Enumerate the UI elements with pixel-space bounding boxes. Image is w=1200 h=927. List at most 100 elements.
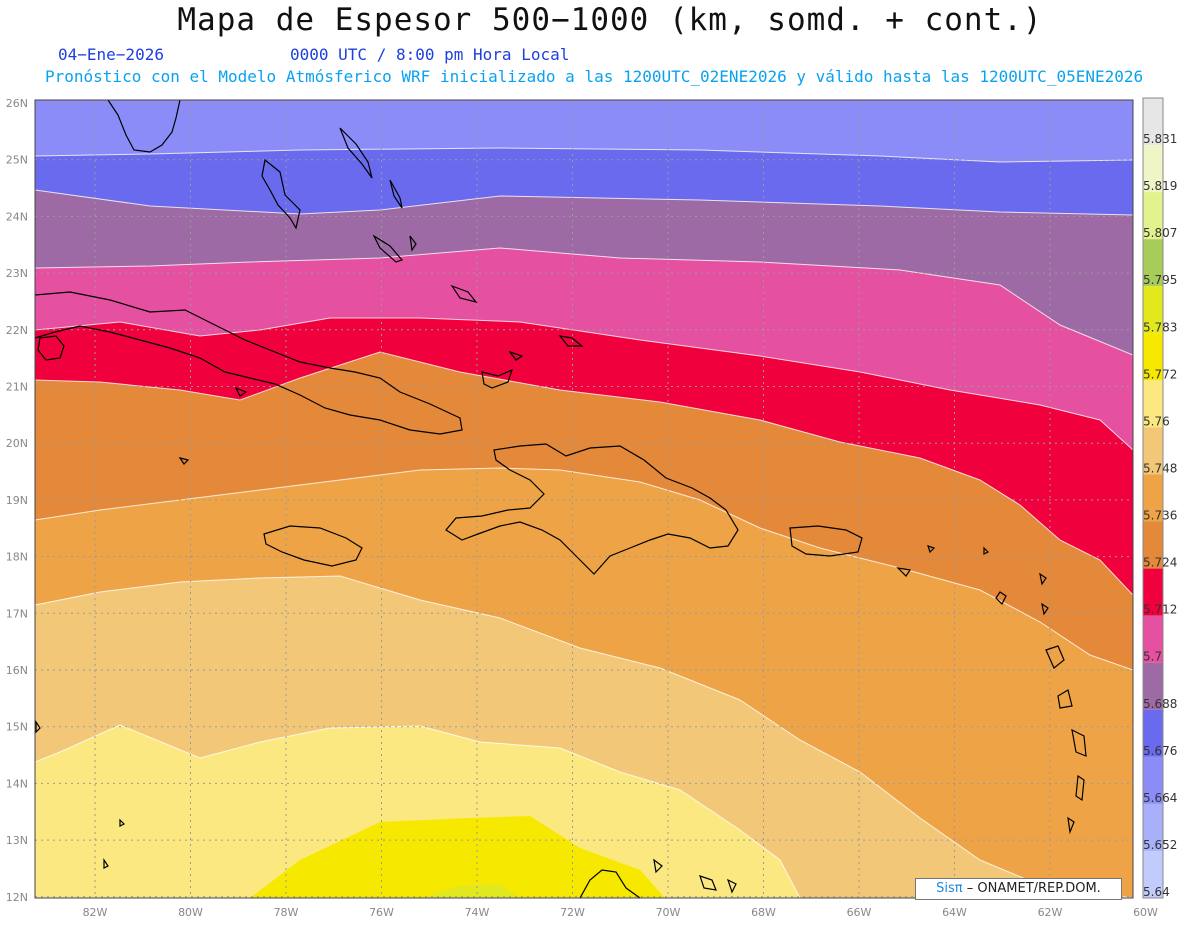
credit-box: Sisπ – ONAMET/REP.DOM. [915, 878, 1122, 900]
lon-label: 60W [1133, 906, 1158, 919]
colorbar-swatch [1143, 568, 1163, 616]
bahamas-islands [558, 335, 584, 347]
colorbar-label: 5.712 [1143, 603, 1177, 617]
colorbar-swatch [1143, 474, 1163, 522]
bahamas-islands [409, 235, 417, 252]
lat-label: 16N [6, 664, 28, 677]
small-islands [178, 350, 524, 465]
colorbar-label: 5.676 [1143, 744, 1177, 758]
lat-label: 21N [6, 381, 28, 394]
colorbar-label: 5.795 [1143, 273, 1177, 287]
colorbar-swatch [1143, 192, 1163, 240]
colorbar-label: 5.76 [1143, 414, 1170, 428]
band-5772 [420, 884, 520, 898]
colorbar-swatch [1143, 380, 1163, 428]
longitude-labels: 82W 80W 78W 76W 74W 72W 70W 68W 66W 64W 62W 60W [83, 906, 1158, 919]
colorbar-swatch [1143, 98, 1163, 146]
lat-label: 26N [6, 97, 28, 110]
thickness-bands [35, 100, 1133, 898]
bahamas-islands [339, 127, 373, 179]
colorbar-swatch [1143, 615, 1163, 663]
colorbar-label: 5.64 [1143, 885, 1170, 899]
lon-label: 82W [83, 906, 108, 919]
lon-label: 64W [942, 906, 967, 919]
colorbar-swatch [1143, 756, 1163, 804]
lesser-antilles [896, 545, 1087, 835]
lat-label: 19N [6, 494, 28, 507]
colorbar-swatch [1143, 286, 1163, 334]
lon-label: 66W [847, 906, 872, 919]
colorbar-label: 5.7 [1143, 650, 1162, 664]
south-america-coast [579, 858, 737, 898]
lat-label: 24N [6, 210, 28, 223]
lat-label: 25N [6, 154, 28, 167]
colorbar-swatch [1143, 521, 1163, 569]
colorbar-swatch [1143, 145, 1163, 193]
colorbar-swatch [1143, 662, 1163, 710]
colorbar-label: 5.688 [1143, 697, 1177, 711]
bahamas-islands [450, 284, 478, 304]
lon-label: 80W [178, 906, 203, 919]
lon-label: 70W [656, 906, 681, 919]
small-islands [35, 720, 126, 869]
colorbar-label: 5.807 [1143, 226, 1177, 240]
lon-label: 74W [465, 906, 490, 919]
coastlines [35, 100, 1087, 898]
colorbar-swatch [1143, 850, 1163, 898]
colorbar-label: 5.831 [1143, 132, 1177, 146]
forecast-time: 0000 UTC / 8:00 pm Hora Local [290, 45, 570, 64]
colorbar-swatch [1143, 239, 1163, 287]
band-5760 [250, 816, 665, 898]
florida-coast [107, 100, 181, 153]
band-5652 [35, 100, 1133, 162]
colorbar-label: 5.748 [1143, 461, 1177, 475]
lat-label: 22N [6, 324, 28, 337]
lat-label: 23N [6, 267, 28, 280]
colorbar-swatch [1143, 427, 1163, 475]
lat-label: 20N [6, 437, 28, 450]
band-5664 [35, 148, 1133, 215]
bahamas-islands [261, 158, 301, 230]
colorbar-swatch [1143, 803, 1163, 851]
colorbar-label: 5.652 [1143, 838, 1177, 852]
colorbar-label: 5.772 [1143, 367, 1177, 381]
colorbar-swatch [1143, 333, 1163, 381]
isla-juventud [37, 335, 65, 361]
contour-lines [35, 147, 1133, 898]
lon-label: 68W [751, 906, 776, 919]
band-5676 [35, 190, 1133, 355]
lat-label: 18N [6, 551, 28, 564]
credit-text: – ONAMET/REP.DOM. [966, 881, 1101, 896]
lon-label: 76W [369, 906, 394, 919]
lon-label: 78W [274, 906, 299, 919]
bahamas-islands [389, 179, 403, 209]
colorbar-label: 5.664 [1143, 791, 1177, 805]
map-title: Mapa de Espesor 500−1000 (km, somd. + co… [177, 2, 1043, 38]
bahamas-islands [372, 234, 404, 263]
colorbar-label: 5.819 [1143, 179, 1177, 193]
latitude-labels: 26N 25N 24N 23N 22N 21N 20N 19N 18N 17N 16N 15N 14N 1… [6, 97, 28, 904]
colorbar: 5.831 5.819 5.807 5.795 5.783 5.772 5.76 5.748 5… [1142, 97, 1177, 899]
lon-label: 72W [560, 906, 585, 919]
forecast-date: 04−Ene−2026 [58, 45, 164, 64]
band-5748 [35, 725, 800, 898]
hispaniola-coast [445, 443, 739, 575]
forecast-description: Pronóstico con el Modelo Atmósferico WRF… [45, 67, 1144, 86]
puerto-rico-coast [789, 525, 863, 557]
colorbar-label: 5.783 [1143, 320, 1177, 334]
colorbar-label: 5.724 [1143, 556, 1177, 570]
lon-label: 62W [1038, 906, 1063, 919]
colorbar-frame [1142, 97, 1164, 899]
lat-label: 14N [6, 777, 28, 790]
lat-label: 15N [6, 721, 28, 734]
lat-label: 12N [6, 891, 28, 904]
cuba-coast [35, 291, 463, 435]
colorbar-label: 5.736 [1143, 509, 1177, 523]
map-frame [34, 99, 1134, 899]
band-5700 [35, 318, 1133, 595]
sispi-logo: Sisπ [936, 881, 963, 896]
colorbar-swatch [1143, 709, 1163, 757]
lat-label: 17N [6, 607, 28, 620]
lat-label: 13N [6, 834, 28, 847]
